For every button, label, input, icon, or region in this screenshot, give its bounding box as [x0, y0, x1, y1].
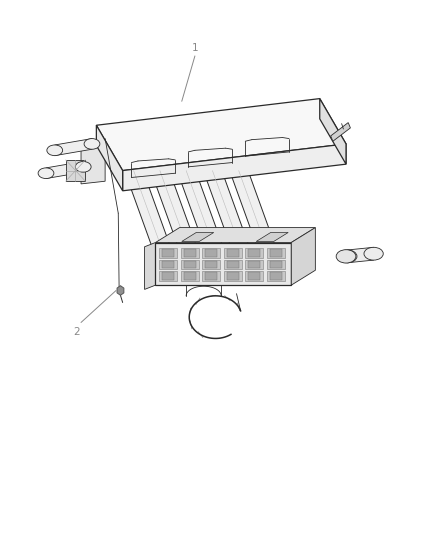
Polygon shape: [180, 260, 199, 269]
Polygon shape: [184, 261, 196, 268]
Polygon shape: [248, 272, 260, 280]
Ellipse shape: [38, 168, 54, 179]
Polygon shape: [81, 139, 105, 184]
Polygon shape: [227, 261, 239, 268]
Polygon shape: [205, 261, 217, 268]
Text: 2: 2: [73, 327, 80, 337]
Polygon shape: [96, 125, 123, 191]
Polygon shape: [248, 261, 260, 268]
Polygon shape: [117, 286, 124, 295]
Polygon shape: [66, 160, 85, 181]
Polygon shape: [180, 271, 199, 281]
Polygon shape: [184, 249, 196, 256]
Polygon shape: [96, 99, 346, 171]
Polygon shape: [227, 249, 239, 256]
Polygon shape: [202, 260, 220, 269]
Polygon shape: [155, 243, 291, 285]
Polygon shape: [270, 249, 282, 256]
Polygon shape: [267, 271, 285, 281]
Polygon shape: [155, 228, 315, 243]
Polygon shape: [159, 271, 177, 281]
Polygon shape: [202, 271, 220, 281]
Polygon shape: [184, 272, 196, 280]
Ellipse shape: [338, 250, 357, 263]
Polygon shape: [180, 248, 199, 258]
Polygon shape: [223, 271, 242, 281]
Polygon shape: [347, 247, 374, 263]
Polygon shape: [331, 123, 350, 141]
Polygon shape: [223, 260, 242, 269]
Polygon shape: [270, 272, 282, 280]
Polygon shape: [227, 272, 239, 280]
Ellipse shape: [75, 161, 91, 172]
Polygon shape: [159, 248, 177, 258]
Polygon shape: [270, 261, 282, 268]
Polygon shape: [205, 272, 217, 280]
Polygon shape: [177, 169, 223, 251]
Polygon shape: [256, 232, 288, 241]
Ellipse shape: [84, 139, 100, 149]
Polygon shape: [162, 272, 174, 280]
Polygon shape: [162, 261, 174, 268]
Text: 1: 1: [191, 43, 198, 53]
Ellipse shape: [364, 247, 383, 260]
Polygon shape: [55, 139, 92, 156]
Polygon shape: [123, 144, 346, 191]
Polygon shape: [46, 161, 83, 179]
Ellipse shape: [47, 145, 63, 156]
Ellipse shape: [336, 249, 356, 263]
Polygon shape: [245, 260, 263, 269]
Polygon shape: [162, 249, 174, 256]
Polygon shape: [145, 243, 155, 289]
Polygon shape: [151, 169, 197, 251]
Polygon shape: [245, 248, 263, 258]
Polygon shape: [230, 169, 276, 251]
Polygon shape: [182, 232, 214, 241]
Polygon shape: [267, 248, 285, 258]
Polygon shape: [248, 249, 260, 256]
Polygon shape: [205, 249, 217, 256]
Polygon shape: [125, 169, 171, 251]
Polygon shape: [320, 99, 346, 164]
Polygon shape: [204, 169, 250, 251]
Polygon shape: [245, 271, 263, 281]
Polygon shape: [291, 228, 315, 285]
Polygon shape: [267, 260, 285, 269]
Polygon shape: [159, 260, 177, 269]
Polygon shape: [223, 248, 242, 258]
Polygon shape: [202, 248, 220, 258]
